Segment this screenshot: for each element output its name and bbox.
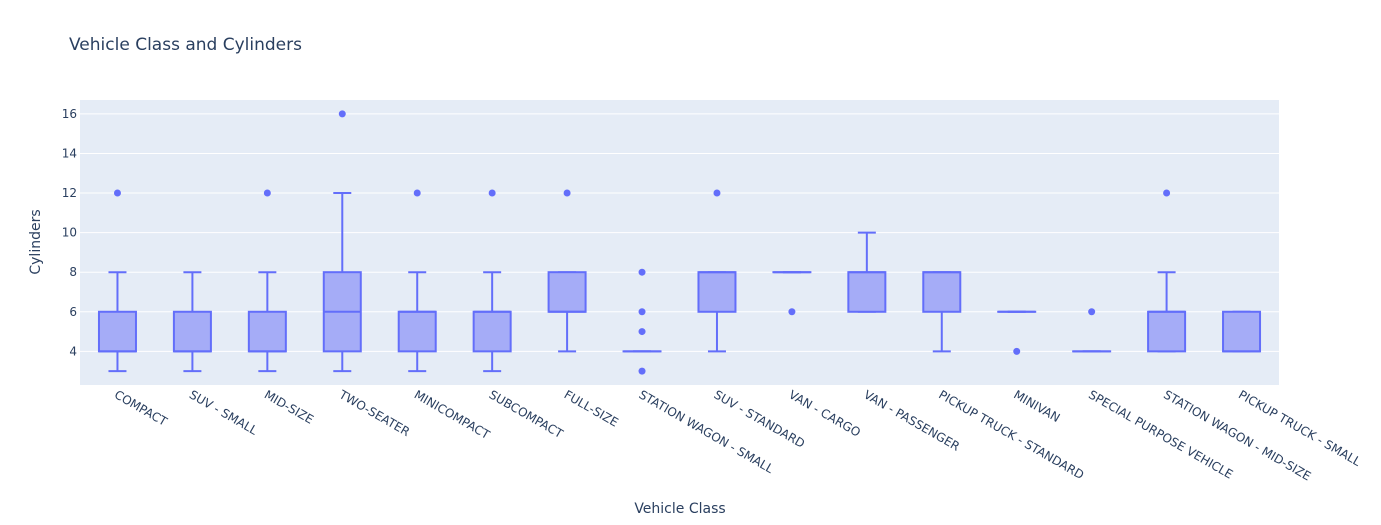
boxes bbox=[97, 110, 1262, 375]
box-group bbox=[1072, 308, 1112, 353]
outlier-point bbox=[563, 189, 571, 197]
x-category-label: MINIVAN bbox=[1011, 387, 1062, 425]
outlier-point bbox=[638, 308, 646, 316]
y-tick-label: 14 bbox=[62, 146, 77, 160]
outlier-point bbox=[788, 308, 796, 316]
box-group bbox=[472, 189, 512, 373]
box-iqr bbox=[247, 310, 287, 353]
x-category-label: FULL-SIZE bbox=[562, 387, 621, 429]
outlier-point bbox=[263, 189, 271, 197]
outlier-point bbox=[713, 189, 721, 197]
x-category-label: PICKUP TRUCK - STANDARD bbox=[936, 387, 1086, 482]
x-category-label: MINICOMPACT bbox=[412, 387, 493, 442]
outlier-point bbox=[638, 328, 646, 336]
box-group bbox=[997, 310, 1037, 355]
box-group bbox=[172, 271, 212, 373]
box-iqr bbox=[847, 271, 887, 313]
box-group bbox=[1147, 189, 1187, 353]
box-group bbox=[247, 189, 287, 373]
outlier-point bbox=[1088, 308, 1096, 316]
x-category-label: COMPACT bbox=[112, 387, 170, 429]
box-iqr bbox=[97, 310, 137, 353]
outlier-point bbox=[488, 189, 496, 197]
x-category-label: PICKUP TRUCK - SMALL bbox=[1236, 387, 1363, 469]
x-category-label: SUV - SMALL bbox=[187, 387, 260, 437]
box-iqr bbox=[1222, 310, 1262, 353]
box-group bbox=[922, 271, 962, 353]
chart-title: Vehicle Class and Cylinders bbox=[69, 35, 302, 55]
box-group bbox=[547, 189, 587, 353]
box-iqr bbox=[172, 310, 212, 353]
y-tick-label: 6 bbox=[69, 305, 77, 319]
y-tick-label: 8 bbox=[69, 265, 77, 279]
outlier-point bbox=[338, 110, 346, 118]
y-tick-labels: 4 6 8 10 12 14 16 bbox=[62, 107, 77, 358]
x-category-label: STATION WAGON - SMALL bbox=[637, 387, 777, 476]
box-group bbox=[97, 189, 137, 373]
outlier-point bbox=[413, 189, 421, 197]
box-group bbox=[772, 271, 812, 316]
x-axis-title: Vehicle Class bbox=[634, 501, 725, 517]
outlier-point bbox=[113, 189, 121, 197]
x-category-label: STATION WAGON - MID-SIZE bbox=[1161, 387, 1313, 483]
y-tick-label: 12 bbox=[62, 186, 77, 200]
y-tick-label: 10 bbox=[62, 226, 77, 240]
box-iqr bbox=[472, 310, 512, 353]
x-category-label: VAN - CARGO bbox=[786, 387, 863, 439]
box-iqr bbox=[397, 310, 437, 353]
x-category-label: MID-SIZE bbox=[262, 387, 316, 426]
box-group bbox=[697, 189, 737, 353]
y-tick-label: 16 bbox=[62, 107, 77, 121]
y-axis-title: Cylinders bbox=[28, 209, 44, 274]
box-group bbox=[622, 268, 662, 375]
box-group bbox=[847, 231, 887, 313]
outlier-point bbox=[638, 367, 646, 375]
x-category-label: SPECIAL PURPOSE VEHICLE bbox=[1086, 387, 1235, 481]
x-category-label: TWO-SEATER bbox=[336, 387, 412, 439]
x-category-label: SUBCOMPACT bbox=[487, 387, 566, 441]
box-iqr bbox=[1147, 310, 1187, 353]
y-tick-label: 4 bbox=[69, 344, 77, 358]
outlier-point bbox=[1013, 347, 1021, 355]
box-group bbox=[397, 189, 437, 373]
box-group bbox=[1222, 310, 1262, 353]
box-iqr bbox=[547, 271, 587, 313]
box-iqr bbox=[922, 271, 962, 313]
outlier-point bbox=[638, 268, 646, 276]
outlier-point bbox=[1163, 189, 1171, 197]
x-category-labels: COMPACT SUV - SMALL MID-SIZE TWO-SEATER MINI… bbox=[112, 387, 1363, 483]
box-group bbox=[322, 110, 362, 373]
box-iqr bbox=[697, 271, 737, 313]
